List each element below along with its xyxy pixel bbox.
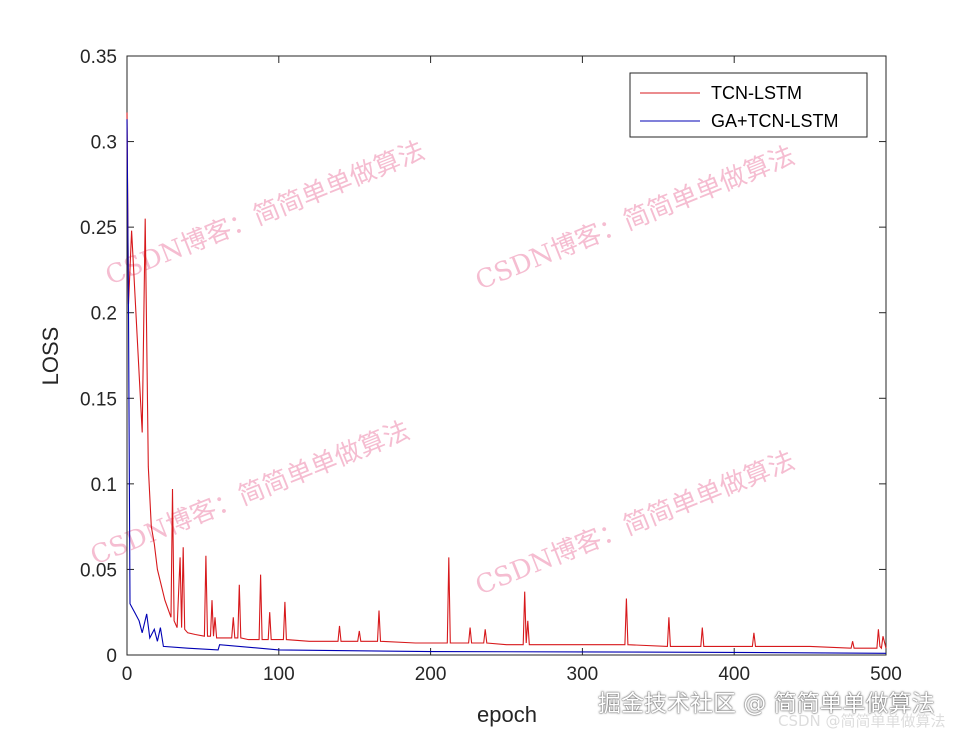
- watermark-text: CSDN博客：简简单单做算法: [86, 416, 414, 572]
- y-tick-label: 0.1: [91, 475, 117, 496]
- watermark-text: CSDN博客：简简单单做算法: [471, 446, 799, 602]
- y-tick-label: 0: [106, 646, 117, 667]
- csdn-watermark: CSDN @简简单单做算法: [778, 712, 946, 730]
- x-tick-label: 200: [415, 664, 447, 685]
- watermark-text: CSDN博客：简简单单做算法: [101, 136, 429, 292]
- series-line-tcn-lstm: [126, 112, 887, 650]
- watermark-text: CSDN博客：简简单单做算法: [471, 141, 799, 297]
- plot-area: [126, 55, 887, 656]
- series-line-ga-tcn-lstm: [126, 119, 887, 654]
- x-axis-label: epoch: [477, 702, 537, 727]
- juejin-watermark: 掘金技术社区 @ 简简单单做算法: [598, 691, 935, 717]
- y-tick-label: 0.2: [91, 304, 117, 325]
- x-tick-label: 0: [122, 664, 133, 685]
- x-tick-label: 300: [567, 664, 599, 685]
- y-tick-label: 0.35: [80, 47, 117, 68]
- y-tick-label: 0.05: [80, 560, 117, 581]
- x-tick-label: 500: [870, 664, 902, 685]
- legend-label-tcn-lstm: TCN-LSTM: [711, 83, 802, 103]
- y-tick-label: 0.15: [80, 389, 117, 410]
- x-tick-label: 400: [718, 664, 750, 685]
- legend: TCN-LSTM GA+TCN-LSTM: [629, 72, 868, 138]
- y-tick-label: 0.25: [80, 218, 117, 239]
- y-tick-label: 0.3: [91, 133, 117, 154]
- legend-label-ga-tcn-lstm: GA+TCN-LSTM: [711, 111, 839, 131]
- x-tick-label: 100: [263, 664, 295, 685]
- y-axis-label: LOSS: [38, 327, 63, 386]
